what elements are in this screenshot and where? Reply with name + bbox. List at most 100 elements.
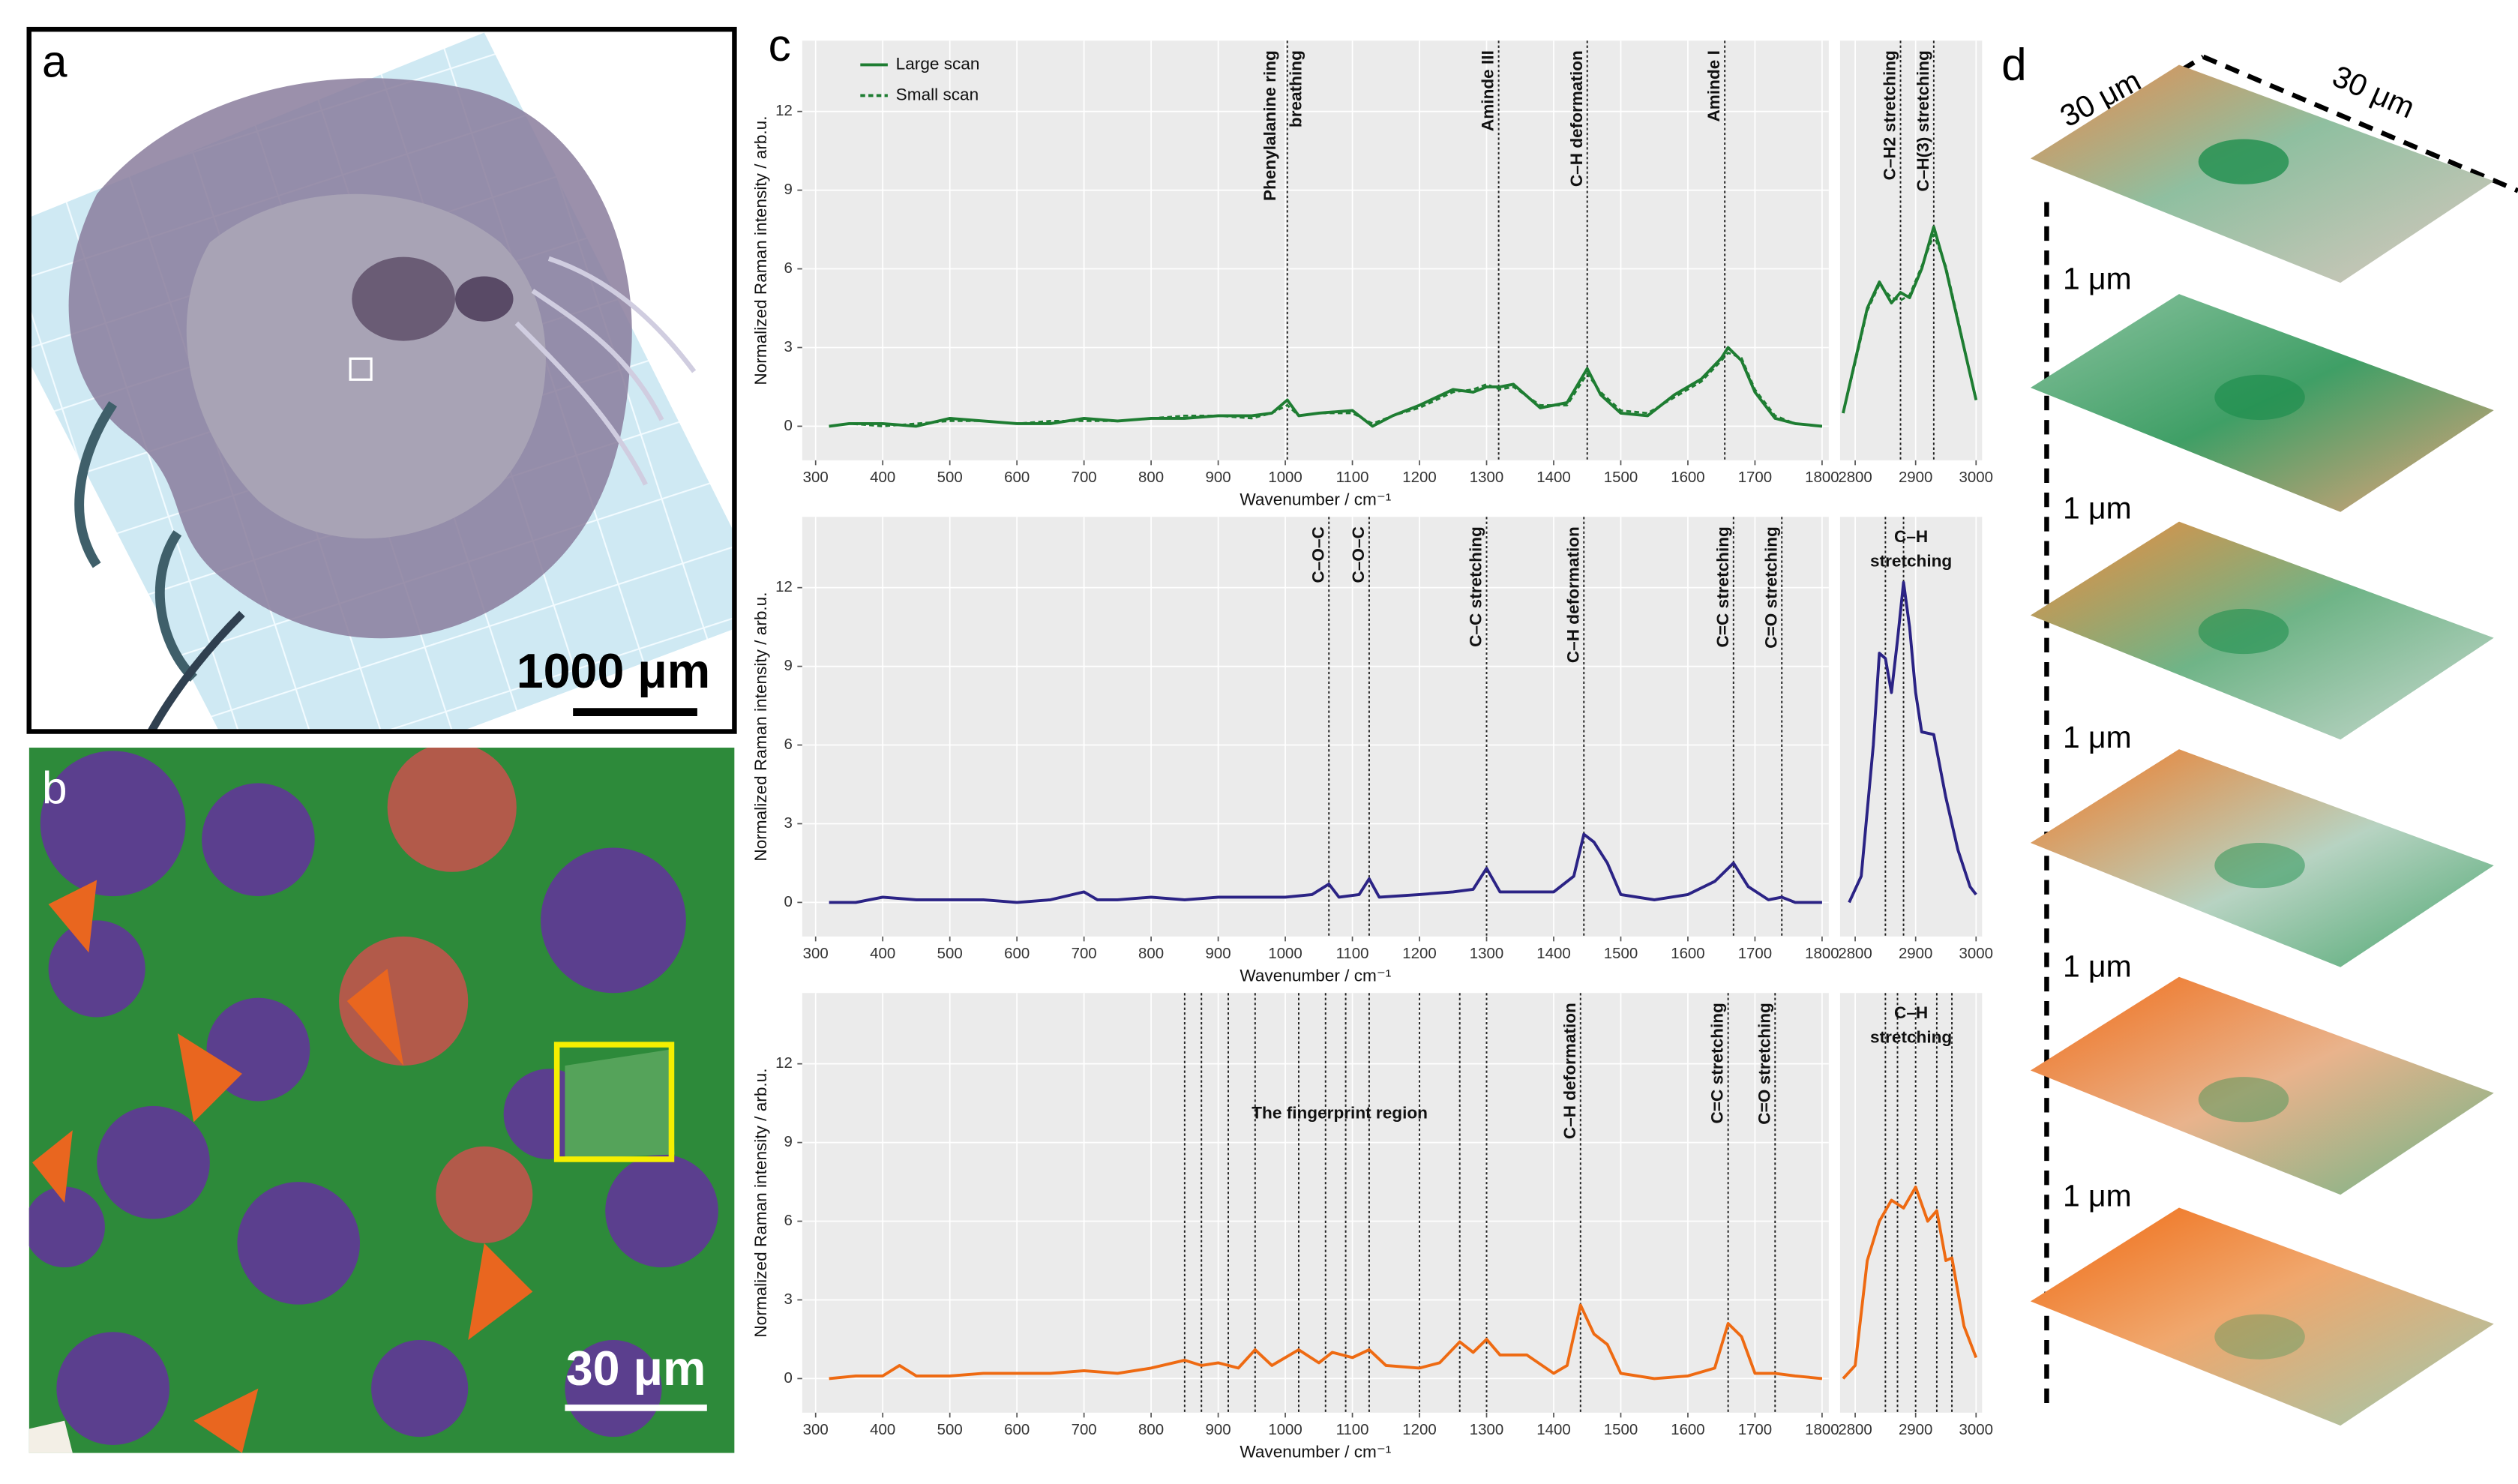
x-tick-label: 700 <box>1072 469 1097 486</box>
panel-a-frame <box>26 26 737 734</box>
x-tick-label: 1600 <box>1671 469 1704 486</box>
panel-label: d <box>2001 39 2027 90</box>
annotation-label: C–H deformation <box>1560 1003 1579 1139</box>
annotation-label: stretching <box>1870 551 1952 570</box>
spectrum-line <box>1842 1186 1978 1380</box>
x-tick-label: 2800 <box>1838 945 1872 962</box>
tissue-image <box>28 32 735 732</box>
x-tick-label: 400 <box>870 945 895 962</box>
spectrum-line <box>829 1303 1823 1381</box>
x-tick-label: 1400 <box>1536 469 1570 486</box>
y-tick-label: 3 <box>784 814 793 832</box>
x-tick-label: 800 <box>1138 1421 1164 1438</box>
cell-cluster <box>2198 1077 2289 1123</box>
x-tick-label: 300 <box>803 1421 829 1438</box>
spacing-label: 1 μm <box>2063 720 2132 754</box>
panel-label: b <box>42 762 67 813</box>
depth-slice <box>2030 976 2494 1195</box>
cell-cluster <box>2214 1314 2305 1360</box>
x-tick-label: 3000 <box>1959 945 1993 962</box>
x-tick-label: 1800 <box>1805 945 1839 962</box>
x-tick-label: 1000 <box>1268 945 1302 962</box>
x-tick-label: 1100 <box>1336 945 1369 962</box>
spectrum-line <box>829 346 1823 428</box>
annotation-label: C=O stretching <box>1761 526 1780 649</box>
spacing-label: 1 μm <box>2063 949 2132 984</box>
x-tick-label: 400 <box>870 1421 895 1438</box>
annotation-label: Phenylalanine ring <box>1260 50 1279 201</box>
x-tick-label: 900 <box>1206 1421 1231 1438</box>
annotation-label: C–H deformation <box>1563 526 1582 663</box>
x-tick-label: 1000 <box>1268 1421 1302 1438</box>
x-tick-label: 1700 <box>1738 1421 1772 1438</box>
x-tick-label: 1800 <box>1805 469 1839 486</box>
x-tick-label: 1700 <box>1738 469 1772 486</box>
cell-cluster <box>2214 843 2305 889</box>
spacing-label: 1 μm <box>2063 490 2132 525</box>
panel-d: d 30 μm 30 μm 1 μm1 μm1 μm1 μm1 μm <box>2001 39 2518 1426</box>
y-tick-label: 9 <box>784 181 793 198</box>
x-tick-label: 1700 <box>1738 945 1772 962</box>
y-axis-label: Normalized Raman intensity / arb.u. <box>751 115 770 385</box>
cell-cluster <box>2198 139 2289 184</box>
x-tick-label: 1600 <box>1671 945 1704 962</box>
x-tick-label: 1200 <box>1402 469 1436 486</box>
x-tick-label: 300 <box>803 469 829 486</box>
x-tick-label: 1400 <box>1536 1421 1570 1438</box>
x-tick-label: 1800 <box>1805 1421 1839 1438</box>
x-tick-label: 3000 <box>1959 1421 1993 1438</box>
y-tick-label: 6 <box>784 736 793 753</box>
spectrum-line <box>1842 233 1977 414</box>
spacing-label: 1 μm <box>2063 262 2132 296</box>
x-axis-label: Wavenumber / cm⁻¹ <box>1240 967 1391 985</box>
x-tick-label: 1300 <box>1470 945 1503 962</box>
x-tick-label: 600 <box>1004 1421 1030 1438</box>
annotation-label: C–O–C <box>1349 526 1368 583</box>
x-tick-label: 1500 <box>1604 1421 1638 1438</box>
x-tick-label: 2900 <box>1899 1421 1932 1438</box>
panel-label: c <box>769 19 791 70</box>
y-tick-label: 12 <box>775 1054 793 1072</box>
x-tick-label: 400 <box>870 469 895 486</box>
y-axis-label: Normalized Raman intensity / arb.u. <box>751 1068 770 1337</box>
x-tick-label: 1200 <box>1402 945 1436 962</box>
cell-cluster <box>2198 608 2289 655</box>
x-tick-label: 300 <box>803 945 829 962</box>
x-axis-label: Wavenumber / cm⁻¹ <box>1240 1443 1391 1462</box>
x-tick-label: 1400 <box>1536 945 1570 962</box>
annotation-label: breathing <box>1287 50 1305 127</box>
x-tick-label: 2900 <box>1899 469 1932 486</box>
y-tick-label: 6 <box>784 259 793 277</box>
annotation-label: C–H2 stretching <box>1881 50 1899 180</box>
depth-slice <box>2030 1207 2494 1426</box>
panel-b: 30 μm b <box>28 748 735 1453</box>
scale-bar-label: 1000 μm <box>517 644 710 698</box>
x-tick-label: 900 <box>1206 945 1231 962</box>
y-tick-label: 0 <box>784 893 793 910</box>
annotation-label: C–H(3) stretching <box>1914 50 1932 191</box>
x-tick-label: 1000 <box>1268 469 1302 486</box>
annotation-label: C–H deformation <box>1567 50 1586 187</box>
y-tick-label: 12 <box>775 102 793 119</box>
legend-label: Small scan <box>896 85 979 103</box>
x-tick-label: 800 <box>1138 469 1164 486</box>
scale-bar-label: 30 μm <box>566 1342 706 1396</box>
x-tick-label: 2800 <box>1838 1421 1872 1438</box>
x-tick-label: 1100 <box>1336 1421 1369 1438</box>
y-tick-label: 6 <box>784 1212 793 1229</box>
plot-background <box>802 40 1829 460</box>
plot-background <box>1839 40 1983 460</box>
y-axis-label: Normalized Raman intensity / arb.u. <box>751 592 770 861</box>
cell-cluster <box>2214 374 2305 421</box>
annotation-label: The fingerprint region <box>1252 1104 1428 1123</box>
x-tick-label: 600 <box>1004 469 1030 486</box>
x-tick-label: 600 <box>1004 945 1030 962</box>
zoom-box <box>553 1042 675 1162</box>
spacing-label: 1 μm <box>2063 1178 2132 1213</box>
annotation-label: C–H <box>1894 527 1928 546</box>
x-tick-label: 1500 <box>1604 945 1638 962</box>
annotation-label: C–H <box>1894 1003 1928 1022</box>
spectrum-line <box>829 352 1823 427</box>
x-tick-label: 900 <box>1206 469 1231 486</box>
